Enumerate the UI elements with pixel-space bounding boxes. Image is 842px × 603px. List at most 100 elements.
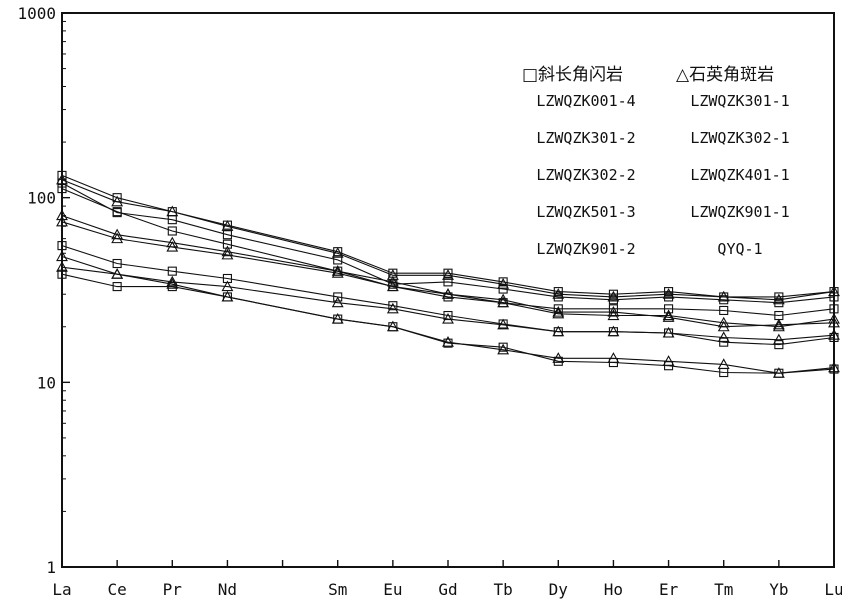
square-marker <box>498 284 508 294</box>
triangle-marker <box>386 302 399 314</box>
series-8 <box>56 215 840 332</box>
square-marker <box>333 255 343 265</box>
x-tick-label: Tb <box>494 580 513 599</box>
x-tick-label: Nd <box>218 580 237 599</box>
triangle-marker <box>662 355 675 366</box>
triangle-marker <box>386 280 399 292</box>
x-tick-label: Er <box>659 580 679 599</box>
series-line <box>61 273 835 374</box>
x-tick-label: Ce <box>108 580 127 599</box>
square-marker <box>774 292 784 302</box>
triangle-marker <box>607 290 620 302</box>
triangle-marker <box>607 309 620 321</box>
square-marker <box>57 184 67 194</box>
triangle-marker <box>221 290 234 302</box>
square-marker <box>388 301 398 311</box>
legend-entry: LZWQZK302-1 <box>690 129 789 147</box>
triangle-marker <box>111 232 124 244</box>
legend-entry: QYQ-1 <box>717 240 762 258</box>
y-tick-label: 1 <box>46 558 56 577</box>
triangle-marker <box>56 209 68 221</box>
triangle-marker <box>497 293 510 305</box>
x-tick-label: La <box>52 580 71 599</box>
triangle-marker <box>717 320 730 332</box>
square-marker <box>608 289 618 299</box>
x-tick-label: Ho <box>604 580 623 599</box>
x-tick-label: Eu <box>383 580 402 599</box>
triangle-marker <box>552 288 565 299</box>
series-6 <box>56 173 840 305</box>
triangle-marker <box>386 275 399 287</box>
triangle-marker <box>552 305 565 317</box>
square-marker <box>112 258 122 269</box>
series-line <box>61 215 835 328</box>
triangle-marker <box>828 316 840 328</box>
triangle-marker <box>552 307 565 319</box>
triangle-marker <box>331 265 344 276</box>
triangle-marker <box>166 275 179 287</box>
triangle-marker <box>772 318 785 330</box>
triangle-marker <box>717 331 730 343</box>
x-tick-label: Dy <box>549 580 569 599</box>
y-tick-label: 1000 <box>17 4 56 23</box>
legend-entry: LZWQZK901-2 <box>536 240 635 258</box>
triangle-marker <box>386 269 399 280</box>
triangle-marker <box>56 215 68 227</box>
triangle-marker <box>56 173 68 185</box>
legend-entry: LZWQZK001-4 <box>536 92 635 110</box>
triangle-marker <box>221 245 234 257</box>
triangle-marker <box>828 285 840 297</box>
legend-entry: LZWQZK901-1 <box>690 203 789 221</box>
square-marker <box>443 277 453 287</box>
triangle-marker <box>442 336 454 347</box>
x-tick-label: Gd <box>438 580 457 599</box>
triangle-marker <box>56 250 68 262</box>
square-marker <box>167 226 177 236</box>
triangle-marker <box>717 358 730 369</box>
triangle-marker <box>221 248 234 260</box>
triangle-marker <box>497 343 510 355</box>
square-marker <box>774 340 784 350</box>
x-tick-label: Lu <box>824 580 842 599</box>
series-line <box>61 245 835 346</box>
triangle-marker <box>442 288 454 299</box>
square-marker <box>498 342 508 352</box>
square-marker <box>222 239 232 249</box>
square-marker <box>333 292 343 302</box>
series-line <box>61 188 835 317</box>
triangle-marker <box>828 361 840 373</box>
triangle-marker <box>552 352 565 363</box>
square-marker <box>498 277 508 287</box>
legend-entry: LZWQZK301-2 <box>536 129 635 147</box>
square-marker <box>719 305 729 316</box>
square-marker <box>553 304 563 314</box>
triangle-marker <box>331 247 344 258</box>
triangle-marker <box>607 352 620 363</box>
square-marker <box>167 266 177 276</box>
triangle-marker <box>717 290 730 302</box>
legend-group-label: △石英角斑岩 <box>676 65 774 85</box>
x-tick-label: Yb <box>769 580 788 599</box>
triangle-marker <box>56 261 68 272</box>
square-marker <box>553 287 563 297</box>
series-line <box>61 179 835 301</box>
square-marker <box>112 282 122 292</box>
legend-entry: LZWQZK301-1 <box>690 92 789 110</box>
legend-group-label: □斜长角闪岩 <box>522 65 623 85</box>
triangle-marker <box>442 312 454 324</box>
triangle-marker <box>662 288 675 299</box>
square-marker <box>664 287 674 297</box>
triangle-marker <box>497 318 510 330</box>
legend-entry: LZWQZK501-3 <box>536 203 635 221</box>
x-tick-label: Sm <box>328 580 347 599</box>
series-line <box>61 221 835 328</box>
triangle-marker <box>221 280 234 292</box>
series-line <box>61 182 835 304</box>
triangle-marker <box>166 205 179 217</box>
triangle-marker <box>442 269 454 280</box>
y-tick-label: 10 <box>37 373 56 392</box>
series-line <box>61 266 835 374</box>
triangle-marker <box>662 326 675 338</box>
triangle-marker <box>497 278 510 289</box>
